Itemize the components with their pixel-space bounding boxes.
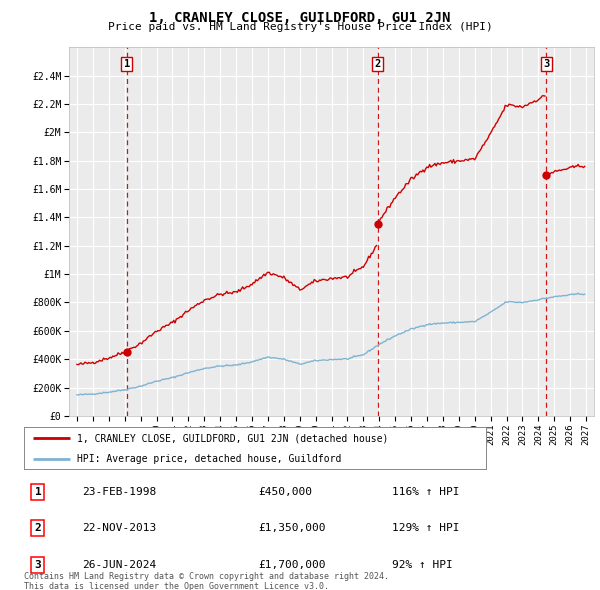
Text: HPI: Average price, detached house, Guildford: HPI: Average price, detached house, Guil… (77, 454, 341, 464)
Text: £450,000: £450,000 (259, 487, 313, 497)
Text: 129% ↑ HPI: 129% ↑ HPI (392, 523, 460, 533)
Text: 116% ↑ HPI: 116% ↑ HPI (392, 487, 460, 497)
Text: 2: 2 (35, 523, 41, 533)
Text: 22-NOV-2013: 22-NOV-2013 (83, 523, 157, 533)
Text: Contains HM Land Registry data © Crown copyright and database right 2024.: Contains HM Land Registry data © Crown c… (24, 572, 389, 581)
Text: 1: 1 (35, 487, 41, 497)
Text: 26-JUN-2024: 26-JUN-2024 (83, 560, 157, 570)
Text: 1: 1 (124, 59, 130, 69)
Text: 3: 3 (543, 59, 549, 69)
Text: This data is licensed under the Open Government Licence v3.0.: This data is licensed under the Open Gov… (24, 582, 329, 590)
Text: 3: 3 (35, 560, 41, 570)
Text: Price paid vs. HM Land Registry's House Price Index (HPI): Price paid vs. HM Land Registry's House … (107, 22, 493, 32)
Text: £1,700,000: £1,700,000 (259, 560, 326, 570)
Text: 23-FEB-1998: 23-FEB-1998 (83, 487, 157, 497)
Text: 1, CRANLEY CLOSE, GUILDFORD, GU1 2JN: 1, CRANLEY CLOSE, GUILDFORD, GU1 2JN (149, 11, 451, 25)
Text: 1, CRANLEY CLOSE, GUILDFORD, GU1 2JN (detached house): 1, CRANLEY CLOSE, GUILDFORD, GU1 2JN (de… (77, 434, 389, 444)
Text: 92% ↑ HPI: 92% ↑ HPI (392, 560, 453, 570)
Text: £1,350,000: £1,350,000 (259, 523, 326, 533)
Text: 2: 2 (374, 59, 381, 69)
